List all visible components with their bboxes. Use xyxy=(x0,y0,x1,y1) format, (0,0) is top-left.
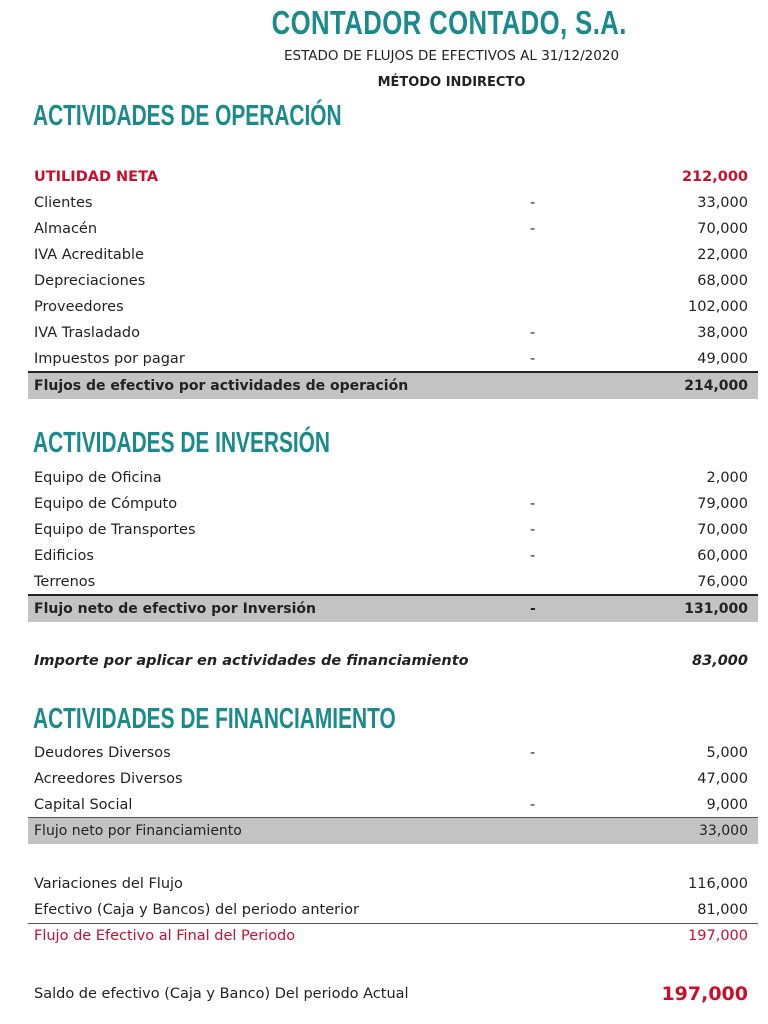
row-sign: - xyxy=(530,522,536,538)
row-label: Flujos de efectivo por actividades de op… xyxy=(34,378,409,394)
method-label: MÉTODO INDIRECTO xyxy=(377,75,526,90)
row-sign: - xyxy=(530,325,536,341)
row-value: 68,000 xyxy=(697,273,748,289)
table-row: IVA Acreditable 22,000 xyxy=(28,242,758,268)
row-label: Depreciaciones xyxy=(34,273,146,289)
summary-row: Efectivo (Caja y Bancos) del periodo ant… xyxy=(28,897,758,924)
company-name: CONTADOR CONTADO, S.A. xyxy=(271,4,627,41)
heading-operacion: ACTIVIDADES DE OPERACIÓN xyxy=(33,100,342,132)
row-value: 197,000 xyxy=(661,983,748,1005)
table-row: UTILIDAD NETA 212,000 xyxy=(28,164,758,190)
row-sign: - xyxy=(530,797,536,813)
row-value: 33,000 xyxy=(699,823,748,839)
row-value: 70,000 xyxy=(697,221,748,237)
row-sign: - xyxy=(530,601,536,617)
row-label: Efectivo (Caja y Bancos) del periodo ant… xyxy=(34,902,359,918)
table-row: Proveedores 102,000 xyxy=(28,294,758,320)
table-row: Terrenos 76,000 xyxy=(28,569,758,595)
table-row: Equipo de Oficina 2,000 xyxy=(28,465,758,491)
table-row: Almacén - 70,000 xyxy=(28,216,758,242)
row-value: 76,000 xyxy=(697,574,748,590)
table-row: Clientes - 33,000 xyxy=(28,190,758,216)
table-row: Capital Social - 9,000 xyxy=(28,792,758,818)
summary-row: Variaciones del Flujo 116,000 xyxy=(28,871,758,897)
row-label: Almacén xyxy=(34,221,98,237)
row-label: Terrenos xyxy=(34,574,96,590)
row-value: 9,000 xyxy=(706,797,748,813)
total-row: Flujo neto por Financiamiento 33,000 xyxy=(28,817,758,844)
row-value: 81,000 xyxy=(697,902,748,918)
table-row: Acreedores Diversos 47,000 xyxy=(28,766,758,792)
row-label: Clientes xyxy=(34,195,93,211)
table-row: Depreciaciones 68,000 xyxy=(28,268,758,294)
row-label: Saldo de efectivo (Caja y Banco) Del per… xyxy=(34,986,409,1002)
row-value: 79,000 xyxy=(697,496,748,512)
row-value: 60,000 xyxy=(697,548,748,564)
row-label: Impuestos por pagar xyxy=(34,351,185,367)
heading-financiamiento: ACTIVIDADES DE FINANCIAMIENTO xyxy=(33,703,396,735)
row-label: IVA Acreditable xyxy=(34,247,144,263)
summary-row-final: Flujo de Efectivo al Final del Periodo 1… xyxy=(28,923,758,949)
row-label: Equipo de Cómputo xyxy=(34,496,178,512)
row-label: Flujo neto de efectivo por Inversión xyxy=(34,601,316,617)
table-row: Edificios - 60,000 xyxy=(28,543,758,569)
row-label: Flujo neto por Financiamiento xyxy=(34,823,242,839)
row-value: 38,000 xyxy=(697,325,748,341)
saldo-row: Saldo de efectivo (Caja y Banco) Del per… xyxy=(28,981,758,1007)
row-value: 212,000 xyxy=(681,169,748,185)
table-row: Deudores Diversos - 5,000 xyxy=(28,740,758,766)
row-label: Deudores Diversos xyxy=(34,745,171,761)
row-value: 197,000 xyxy=(688,928,748,944)
heading-inversion: ACTIVIDADES DE INVERSIÓN xyxy=(33,427,330,459)
row-value: 47,000 xyxy=(697,771,748,787)
table-row: Impuestos por pagar - 49,000 xyxy=(28,346,758,372)
row-value: 131,000 xyxy=(684,601,748,617)
row-label: UTILIDAD NETA xyxy=(34,169,159,185)
table-row: IVA Trasladado - 38,000 xyxy=(28,320,758,346)
row-value: 116,000 xyxy=(688,876,748,892)
row-sign: - xyxy=(530,195,536,211)
row-sign: - xyxy=(530,496,536,512)
row-value: 102,000 xyxy=(688,299,748,315)
row-value: 70,000 xyxy=(697,522,748,538)
importe-row: Importe por aplicar en actividades de fi… xyxy=(28,648,758,674)
row-value: 5,000 xyxy=(706,745,748,761)
row-sign: - xyxy=(530,351,536,367)
row-label: Equipo de Oficina xyxy=(34,470,162,486)
table-row: Equipo de Transportes - 70,000 xyxy=(28,517,758,543)
row-label: Equipo de Transportes xyxy=(34,522,196,538)
row-label: Importe por aplicar en actividades de fi… xyxy=(34,653,469,669)
row-label: Capital Social xyxy=(34,797,133,813)
row-label: Edificios xyxy=(34,548,94,564)
total-row: Flujos de efectivo por actividades de op… xyxy=(28,371,758,399)
row-sign: - xyxy=(530,548,536,564)
row-value: 22,000 xyxy=(697,247,748,263)
row-label: Variaciones del Flujo xyxy=(34,876,183,892)
row-label: Flujo de Efectivo al Final del Periodo xyxy=(34,928,296,944)
row-value: 2,000 xyxy=(706,470,748,486)
row-value: 33,000 xyxy=(697,195,748,211)
row-label: Proveedores xyxy=(34,299,124,315)
total-row: Flujo neto de efectivo por Inversión - 131… xyxy=(28,594,758,622)
row-value: 83,000 xyxy=(692,653,748,669)
row-value: 49,000 xyxy=(697,351,748,367)
row-sign: - xyxy=(530,221,536,237)
row-value: 214,000 xyxy=(684,378,748,394)
row-sign: - xyxy=(530,745,536,761)
row-label: IVA Trasladado xyxy=(34,325,141,341)
statement-subtitle: ESTADO DE FLUJOS DE EFECTIVOS AL 31/12/2… xyxy=(283,48,620,64)
table-row: Equipo de Cómputo - 79,000 xyxy=(28,491,758,517)
row-label: Acreedores Diversos xyxy=(34,771,183,787)
